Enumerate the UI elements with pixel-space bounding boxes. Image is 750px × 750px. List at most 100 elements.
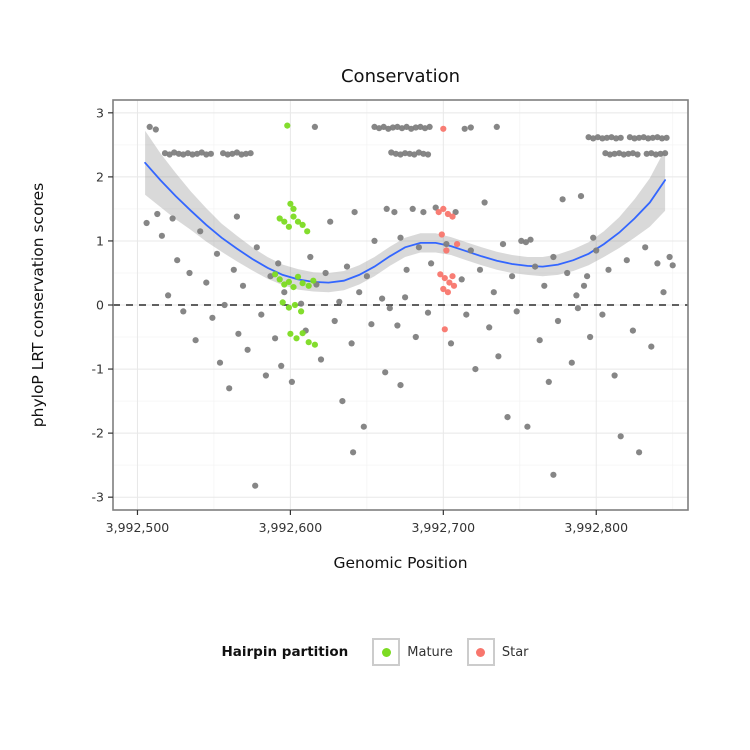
scatter-point-unpartitioned <box>420 209 427 216</box>
scatter-point-unpartitioned <box>662 150 669 157</box>
scatter-point-mature <box>294 273 302 280</box>
scatter-point-unpartitioned <box>152 126 159 133</box>
scatter-point-unpartitioned <box>146 123 153 130</box>
x-tick-label: 3,992,600 <box>259 520 323 535</box>
scatter-point-unpartitioned <box>322 269 329 277</box>
scatter-point-unpartitioned <box>158 232 165 239</box>
scatter-point-mature <box>287 330 294 337</box>
scatter-point-unpartitioned <box>495 353 502 360</box>
scatter-point-unpartitioned <box>577 193 585 200</box>
y-tick-label: 1 <box>96 233 104 248</box>
scatter-point-mature <box>279 299 286 306</box>
scatter-point-unpartitioned <box>663 134 670 141</box>
scatter-point-unpartitioned <box>402 150 409 157</box>
y-tick-label: 0 <box>96 298 104 313</box>
scatter-point-unpartitioned <box>657 150 664 157</box>
scatter-point-unpartitioned <box>203 279 210 286</box>
scatter-point-unpartitioned <box>247 150 254 157</box>
scatter-point-unpartitioned <box>331 317 338 325</box>
scatter-point-unpartitioned <box>611 150 618 157</box>
scatter-point-unpartitioned <box>634 151 641 158</box>
scatter-point-star <box>444 289 451 296</box>
scatter-point-unpartitioned <box>336 298 343 305</box>
y-tick-label: 2 <box>96 169 104 184</box>
scatter-point-unpartitioned <box>461 125 468 132</box>
scatter-point-star <box>440 205 447 212</box>
scatter-point-unpartitioned <box>652 151 660 158</box>
scatter-point-unpartitioned <box>522 239 530 246</box>
scatter-point-unpartitioned <box>348 340 355 347</box>
scatter-point-star <box>454 241 461 248</box>
scatter-point-unpartitioned <box>554 317 562 325</box>
scatter-point-unpartitioned <box>230 266 237 273</box>
y-tick-label: -3 <box>92 490 104 505</box>
scatter-point-unpartitioned <box>360 423 367 430</box>
scatter-point-unpartitioned <box>536 337 543 344</box>
scatter-point-star <box>449 213 456 220</box>
scatter-point-unpartitioned <box>603 134 611 141</box>
scatter-point-star <box>441 326 448 333</box>
scatter-point-mature <box>311 341 318 348</box>
legend-key-mature <box>372 638 401 666</box>
scatter-point-unpartitioned <box>605 266 612 273</box>
scatter-point-unpartitioned <box>490 289 497 296</box>
scatter-point-mature <box>290 284 297 291</box>
scatter-point-mature <box>299 280 306 287</box>
scatter-point-unpartitioned <box>550 471 557 478</box>
scatter-point-unpartitioned <box>169 215 176 222</box>
scatter-point-unpartitioned <box>524 423 531 430</box>
scatter-point-unpartitioned <box>648 343 655 350</box>
scatter-point-mature <box>276 276 283 283</box>
scatter-point-unpartitioned <box>221 301 228 309</box>
mature-point-swatch <box>381 647 391 657</box>
scatter-point-unpartitioned <box>307 253 314 261</box>
scatter-point-mature <box>304 228 311 235</box>
scatter-point-mature <box>285 223 292 230</box>
scatter-point-unpartitioned <box>213 250 221 257</box>
scatter-point-star <box>435 209 442 216</box>
scatter-point-unpartitioned <box>235 330 242 337</box>
y-axis-label: phyloP LRT conservation scores <box>29 182 47 428</box>
scatter-point-star <box>446 279 453 286</box>
scatter-point-unpartitioned <box>412 124 419 131</box>
scatter-point-unpartitioned <box>432 204 439 211</box>
scatter-point-mature <box>298 308 305 315</box>
scatter-point-unpartitioned <box>281 289 288 296</box>
scatter-point-unpartitioned <box>226 385 233 392</box>
scatter-point-unpartitioned <box>636 134 643 141</box>
scatter-point-unpartitioned <box>545 378 552 385</box>
scatter-point-unpartitioned <box>406 150 413 157</box>
scatter-point-unpartitioned <box>643 150 650 157</box>
scatter-point-unpartitioned <box>165 292 172 299</box>
scatter-point-unpartitioned <box>620 151 627 158</box>
scatter-point-unpartitioned <box>350 449 357 456</box>
scatter-point-mature <box>272 271 279 278</box>
scatter-point-unpartitioned <box>613 135 620 142</box>
scatter-point-mature <box>285 304 292 311</box>
scatter-point-unpartitioned <box>379 295 386 302</box>
scatter-point-unpartitioned <box>356 289 363 296</box>
scatter-point-mature <box>281 281 288 288</box>
scatter-point-unpartitioned <box>317 356 325 363</box>
scatter-point-unpartitioned <box>180 308 187 315</box>
scatter-point-mature <box>299 330 306 337</box>
scatter-point-unpartitioned <box>203 151 210 158</box>
scatter-point-unpartitioned <box>573 292 580 299</box>
scatter-point-unpartitioned <box>339 398 346 405</box>
legend: Hairpin partition Mature Star <box>0 638 750 666</box>
scatter-point-unpartitioned <box>424 309 432 316</box>
legend-item-star: Star <box>466 638 529 666</box>
scatter-point-unpartitioned <box>467 247 474 254</box>
scatter-point-unpartitioned <box>415 244 422 251</box>
scatter-point-unpartitioned <box>154 210 161 218</box>
x-tick-label: 3,992,500 <box>106 520 170 535</box>
scatter-point-mature <box>291 301 299 309</box>
scatter-point-unpartitioned <box>192 337 199 344</box>
scatter-point-unpartitioned <box>258 311 265 318</box>
scatter-point-unpartitioned <box>409 205 416 212</box>
scatter-point-unpartitioned <box>239 282 247 289</box>
scatter-point-unpartitioned <box>197 228 204 235</box>
scatter-point-mature <box>281 218 288 225</box>
scatter-point-unpartitioned <box>463 311 470 318</box>
